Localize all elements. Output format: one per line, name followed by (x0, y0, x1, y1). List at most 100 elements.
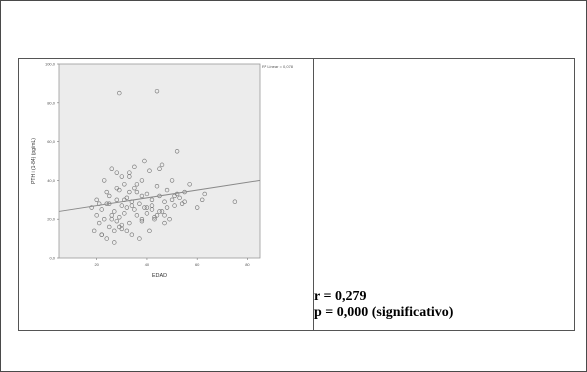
data-point (104, 189, 109, 195)
data-point (169, 197, 175, 203)
data-point (107, 193, 112, 199)
data-point (114, 218, 119, 224)
data-point (112, 228, 117, 234)
data-point (94, 197, 99, 203)
data-point (139, 193, 145, 199)
y-tick-label: 100,0 (45, 62, 56, 67)
data-point (149, 207, 155, 212)
data-point (129, 232, 135, 237)
y-tick-label: 80,0 (47, 100, 56, 105)
data-point (142, 158, 147, 164)
data-point (144, 205, 150, 210)
data-point (109, 217, 114, 222)
fit-line (58, 179, 261, 212)
data-point (109, 166, 114, 171)
data-point (127, 189, 132, 195)
y-tick-label: 20,0 (47, 217, 56, 222)
data-point (154, 213, 160, 218)
data-point (202, 191, 207, 197)
data-point (177, 195, 182, 201)
data-point (91, 228, 97, 234)
data-points (89, 88, 238, 245)
data-point (154, 184, 160, 189)
data-point (104, 236, 109, 241)
data-point (167, 217, 172, 222)
x-axis-label: EDAD (152, 273, 167, 279)
data-point (114, 197, 119, 203)
data-point (122, 211, 127, 216)
data-point (119, 222, 125, 228)
y-axis: 0,0 20,0 40,0 60,0 80,0 100,0 (45, 62, 59, 261)
data-point (132, 185, 137, 191)
y-tick-label: 40,0 (47, 178, 56, 183)
data-point (149, 197, 155, 203)
data-point (147, 168, 152, 173)
data-point (134, 213, 140, 218)
data-point (89, 205, 94, 210)
data-point (127, 220, 132, 226)
data-point (129, 203, 135, 208)
data-point (99, 207, 104, 212)
y-axis-label: PTH i (1-84) (pg/mL) (31, 138, 37, 184)
data-point (164, 205, 170, 210)
data-point (107, 224, 112, 230)
data-point (162, 199, 167, 204)
data-point (142, 205, 147, 210)
x-tick-label: 20 (94, 262, 99, 267)
data-point (154, 88, 160, 94)
data-point (96, 220, 102, 226)
data-point (139, 218, 145, 224)
data-point (137, 236, 142, 241)
data-point (102, 217, 107, 222)
data-point (124, 205, 130, 210)
y-tick-label: 60,0 (47, 139, 56, 144)
results-table: 0,0 20,0 40,0 60,0 80,0 100,0 20 40 60 80 PTH i … (18, 58, 575, 331)
data-point (137, 201, 142, 206)
data-point (139, 217, 145, 222)
data-point (134, 189, 140, 195)
p-value-text: p = 0,000 (significativo) (314, 305, 454, 320)
scatter-chart: 0,0 20,0 40,0 60,0 80,0 100,0 20 40 60 80 PTH i … (19, 59, 313, 330)
data-point (157, 209, 162, 214)
data-point (102, 178, 107, 183)
data-point (124, 228, 130, 234)
data-point (112, 240, 117, 245)
data-point (232, 199, 238, 204)
data-point (122, 182, 127, 187)
data-point (159, 162, 165, 168)
data-point (144, 191, 150, 197)
data-point (132, 207, 137, 212)
data-point (187, 182, 192, 187)
data-point (114, 170, 119, 175)
data-point (134, 182, 140, 187)
data-point (127, 170, 132, 175)
data-point (114, 185, 119, 191)
stats-cell: r = 0,279 p = 0,000 (significativo) (314, 59, 574, 330)
data-point (144, 211, 150, 216)
correlation-text: r = 0,279 (314, 289, 367, 304)
data-point (164, 187, 170, 193)
data-point (132, 164, 137, 170)
x-axis: 20 40 60 80 (94, 258, 250, 267)
data-point (99, 232, 104, 237)
chart-cell: 0,0 20,0 40,0 60,0 80,0 100,0 20 40 60 80 PTH i … (19, 59, 314, 330)
data-point (112, 209, 117, 214)
data-point (117, 215, 122, 220)
data-point (152, 217, 157, 222)
data-point (174, 149, 180, 154)
data-point (94, 213, 99, 218)
data-point (147, 228, 152, 234)
data-point (117, 90, 122, 96)
y-tick-label: 0,0 (49, 256, 55, 261)
x-tick-label: 60 (195, 262, 200, 267)
data-point (200, 197, 205, 203)
data-point (182, 199, 187, 204)
data-point (119, 174, 125, 179)
data-point (157, 166, 162, 171)
x-tick-label: 40 (145, 262, 150, 267)
data-point (194, 205, 200, 210)
x-tick-label: 80 (245, 262, 250, 267)
data-point (119, 203, 125, 208)
chart-legend: R² Linear = 0,078 (262, 64, 294, 69)
